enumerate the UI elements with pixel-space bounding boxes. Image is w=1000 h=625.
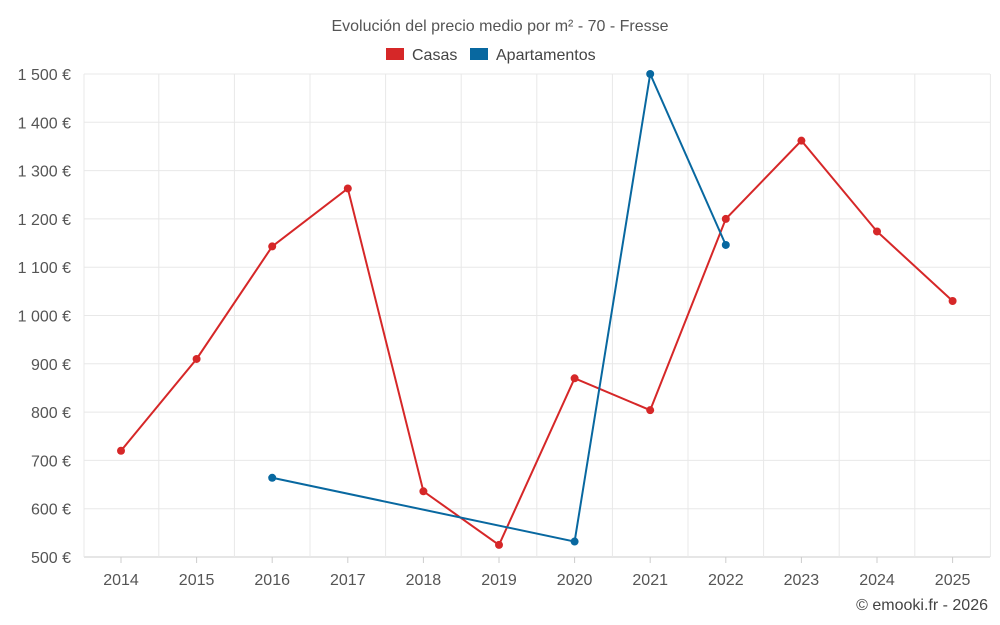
data-point-casas[interactable] [343, 184, 352, 193]
y-tick-label: 600 € [31, 502, 71, 519]
gridlines [83, 73, 991, 558]
series-casas [117, 136, 957, 549]
x-tick-label: 2021 [632, 572, 668, 589]
x-tick-label: 2016 [254, 572, 290, 589]
x-tick-label: 2018 [406, 572, 442, 589]
y-tick-label: 1 400 € [18, 115, 71, 132]
x-tick-label: 2019 [481, 572, 517, 589]
x-tick-label: 2025 [935, 572, 971, 589]
x-tick-label: 2022 [708, 572, 744, 589]
data-point-casas[interactable] [117, 446, 125, 455]
data-point-casas[interactable] [495, 540, 503, 549]
series-apartamentos [268, 70, 730, 546]
data-point-casas[interactable] [721, 214, 730, 223]
series-line-apartamentos [271, 70, 727, 543]
legend-label-apartamentos[interactable]: Apartamentos [496, 47, 596, 64]
y-tick-label: 1 500 € [18, 67, 71, 84]
y-tick-label: 1 200 € [18, 212, 71, 229]
y-tick-label: 500 € [31, 550, 71, 567]
y-tick-label: 900 € [31, 357, 71, 374]
x-tick-label: 2024 [859, 572, 895, 589]
y-tick-label: 1 100 € [18, 260, 71, 277]
x-tick-label: 2014 [103, 572, 139, 589]
legend-label-casas[interactable]: Casas [412, 47, 457, 64]
y-axis: 500 € 600 € 700 € 800 € 900 € 1 000 € 1 100 € 1… [18, 67, 71, 567]
data-point-apartamentos[interactable] [646, 70, 655, 78]
data-point-casas[interactable] [192, 354, 201, 363]
data-point-apartamentos[interactable] [721, 240, 730, 249]
data-point-casas[interactable] [419, 487, 428, 496]
data-point-casas[interactable] [873, 227, 881, 236]
series-layer [117, 70, 957, 549]
y-tick-label: 800 € [31, 405, 71, 422]
data-point-casas[interactable] [797, 136, 806, 145]
x-tick-label: 2020 [557, 572, 593, 589]
legend: Casas Apartamentos [386, 47, 596, 64]
data-point-casas[interactable] [646, 406, 655, 415]
series-line-casas [120, 139, 954, 547]
data-point-casas[interactable] [268, 242, 277, 251]
y-tick-label: 700 € [31, 453, 71, 470]
legend-swatch-casas[interactable] [386, 48, 404, 60]
x-tick-label: 2023 [784, 572, 820, 589]
y-tick-label: 1 300 € [18, 164, 71, 181]
chart-title: Evolución del precio medio por m² - 70 -… [331, 18, 668, 35]
data-point-casas[interactable] [570, 374, 579, 383]
x-axis: 2014 2015 2016 2017 2018 2019 2020 2021 2022 2023… [103, 557, 970, 589]
credit-text: © emooki.fr - 2026 [856, 597, 988, 614]
x-tick-label: 2015 [179, 572, 215, 589]
y-tick-label: 1 000 € [18, 309, 71, 326]
legend-swatch-apartamentos[interactable] [470, 48, 488, 60]
data-point-casas[interactable] [948, 297, 957, 306]
x-tick-label: 2017 [330, 572, 366, 589]
data-point-apartamentos[interactable] [570, 537, 579, 546]
data-point-apartamentos[interactable] [268, 473, 277, 482]
